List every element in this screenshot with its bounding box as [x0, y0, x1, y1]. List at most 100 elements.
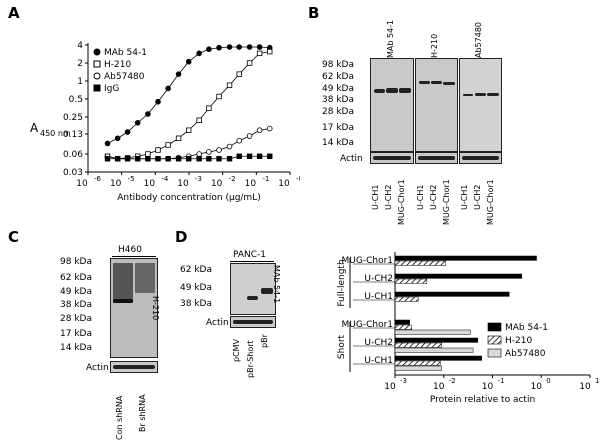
data-point	[206, 156, 212, 162]
legend-label: H-210	[505, 336, 532, 346]
panel-b-lane-label: U-CH2	[429, 184, 438, 210]
data-point	[256, 44, 263, 50]
panel-d-marker: 49 kDa	[180, 283, 212, 293]
category-label: U-CH1	[364, 292, 393, 302]
data-point	[196, 156, 202, 162]
bar	[394, 260, 447, 266]
panel-d-letter: D	[175, 228, 188, 246]
actin-blot	[110, 361, 158, 373]
x-tick-exponent: -6	[94, 175, 102, 183]
panel-b-letter: B	[308, 4, 320, 22]
group-label: Full-length	[337, 259, 347, 306]
actin-blot	[370, 152, 414, 164]
panel-d-antibody-label: MAb 54-1	[272, 265, 281, 304]
data-point	[165, 156, 171, 162]
data-point	[246, 133, 253, 139]
x-tick-label: 10	[278, 179, 290, 189]
group-label: Short	[337, 334, 347, 359]
panel-b-lane-label: MUG-Chor1	[442, 179, 451, 225]
category-label: U-CH2	[364, 338, 393, 348]
legend-marker	[93, 48, 101, 56]
data-point	[256, 50, 263, 57]
panel-c-marker: 28 kDa	[60, 314, 92, 324]
data-point	[145, 111, 151, 117]
series-line-h-210	[107, 51, 270, 160]
legend-label: MAb 54-1	[104, 48, 147, 58]
bar	[394, 255, 537, 261]
legend-label: Ab57480	[104, 72, 145, 82]
data-point	[236, 137, 243, 144]
data-point	[216, 93, 222, 100]
x-tick-label: 10	[531, 382, 543, 392]
legend-marker	[93, 84, 101, 92]
y-tick-label: 0.03	[63, 168, 83, 178]
data-point	[226, 156, 233, 162]
data-point	[155, 98, 161, 105]
data-point	[196, 50, 202, 57]
x-tick-exponent: -2	[229, 175, 236, 183]
data-point	[114, 135, 121, 142]
panel-a-letter: A	[8, 4, 20, 22]
panel-b-lane-label: U-CH2	[384, 184, 393, 210]
blot-panc1	[230, 263, 276, 315]
panel-b-marker: 17 kDa	[322, 123, 354, 133]
data-point	[114, 156, 121, 162]
panel-b-marker: 38 kDa	[322, 95, 354, 105]
data-point	[256, 127, 263, 134]
x-tick-exponent: -1	[498, 377, 505, 385]
x-tick-label: 10	[482, 382, 494, 392]
actin-blot	[459, 152, 502, 164]
data-point	[246, 60, 253, 66]
legend-marker	[93, 60, 101, 68]
data-point	[134, 119, 141, 126]
data-point	[267, 153, 273, 159]
panel-b-col-label: H-210	[430, 33, 439, 58]
panel-d-lane-label: pBr	[260, 334, 269, 348]
data-point	[104, 156, 111, 162]
x-tick-label: 10	[245, 179, 257, 189]
data-point	[196, 151, 202, 157]
panel-c-lane-label: Con shRNA	[115, 395, 124, 440]
bar	[394, 360, 441, 366]
x-tick-exponent: 0	[546, 377, 550, 385]
data-point	[135, 156, 141, 162]
x-tick-label: 10	[177, 179, 189, 189]
blot-h460	[110, 258, 158, 358]
y-tick-label: 2	[77, 59, 83, 69]
data-point	[155, 147, 161, 153]
panel-c-marker: 62 kDa	[60, 273, 92, 283]
data-point	[145, 151, 151, 157]
panel-c-antibody-label: H-210	[151, 296, 160, 321]
x-tick-label: 10	[211, 179, 223, 189]
category-label: U-CH1	[364, 356, 393, 366]
data-point	[216, 44, 222, 51]
data-point	[175, 135, 182, 141]
x-tick-label: 10	[144, 179, 156, 189]
data-point	[266, 125, 273, 132]
data-point	[226, 82, 233, 88]
data-point	[206, 46, 212, 53]
data-point	[124, 129, 131, 135]
y-tick-label: 0.5	[69, 95, 83, 105]
data-point	[226, 44, 233, 50]
data-point	[165, 142, 171, 148]
category-label: U-CH2	[364, 274, 393, 284]
data-point	[104, 140, 111, 147]
panel-c-cell-line: H460	[118, 245, 142, 255]
data-point	[216, 156, 222, 162]
bar	[394, 329, 471, 335]
y-axis-label: A	[30, 121, 39, 135]
legend-label: IgG	[104, 84, 119, 94]
y-tick-label: 0.06	[63, 150, 83, 160]
blot-h210	[415, 58, 458, 152]
data-point	[267, 48, 273, 55]
blot-mab54-1	[370, 58, 414, 152]
data-point	[186, 127, 192, 133]
y-tick-label: 0.13	[63, 130, 83, 140]
panel-b-lane-label: MUG-Chor1	[397, 179, 406, 225]
data-point	[216, 147, 222, 153]
legend-swatch	[487, 335, 502, 345]
data-point	[246, 153, 253, 159]
